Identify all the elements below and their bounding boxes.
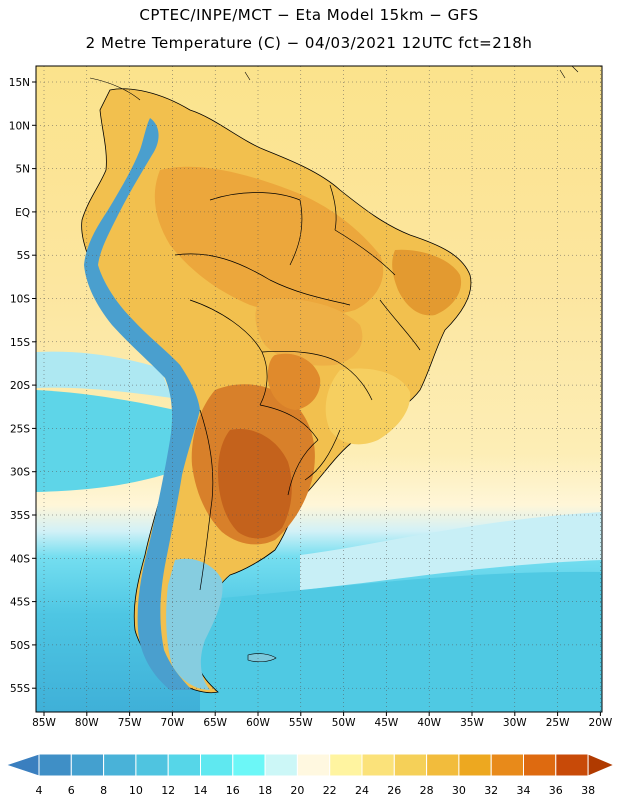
falkland-islands — [247, 653, 277, 663]
map-title-line1: CPTEC/INPE/MCT − Eta Model 15km − GFS — [139, 6, 479, 24]
colorbar-swatch — [426, 753, 460, 777]
colorbar-swatch — [296, 753, 331, 777]
lon-label: 80W — [75, 717, 99, 729]
lat-label: 50S — [10, 640, 30, 652]
colorbar-swatch — [38, 753, 72, 777]
caribbean-islands — [89, 66, 579, 101]
colorbar-swatch — [167, 753, 201, 777]
colorbar-label: 4 — [36, 784, 43, 797]
colorbar-swatch — [361, 753, 395, 777]
pacific-cool-water — [36, 390, 178, 492]
lon-label: 55W — [289, 717, 313, 729]
pacific-mild-water — [36, 351, 172, 398]
colorbar-swatch — [200, 753, 234, 777]
lon-label: 50W — [332, 717, 356, 729]
lon-label: 45W — [375, 717, 399, 729]
lat-label: 5S — [17, 250, 31, 262]
lat-label: 45S — [10, 597, 30, 609]
lat-label: EQ — [15, 207, 30, 219]
colorbar-label: 26 — [387, 784, 401, 797]
southeast-brazil-zone — [325, 368, 411, 445]
map-frame — [35, 65, 603, 713]
colorbar-swatch — [232, 753, 266, 777]
colorbar-swatch — [70, 753, 105, 777]
lat-label: 10N — [9, 120, 30, 132]
lat-label: 10S — [10, 294, 30, 306]
atlantic-cold-water — [200, 571, 602, 712]
colorbar-swatch — [264, 753, 298, 777]
colorbar-label: 18 — [258, 784, 272, 797]
lat-label: 5N — [15, 164, 30, 176]
colorbar-label: 22 — [323, 784, 337, 797]
lon-label: 30W — [503, 717, 527, 729]
colorbar-label: 6 — [68, 784, 75, 797]
colorbar-low-arrow — [4, 753, 40, 777]
colorbar-label: 34 — [517, 784, 531, 797]
lon-label: 60W — [246, 717, 270, 729]
northeast-hot-zone — [392, 249, 462, 316]
lon-label: 85W — [32, 717, 56, 729]
colorbar-label: 14 — [194, 784, 208, 797]
colorbar-high-arrow — [587, 753, 616, 777]
lat-label: 15N — [9, 77, 30, 89]
pampas-extreme-zone — [218, 429, 292, 539]
lon-label: 70W — [161, 717, 185, 729]
colorbar-swatch — [103, 753, 137, 777]
colorbar-label: 20 — [290, 784, 304, 797]
colorbar-swatch — [393, 753, 428, 777]
central-warm-zone — [255, 298, 363, 366]
map-title-line2: 2 Metre Temperature (C) − 04/03/2021 12U… — [85, 34, 533, 52]
colorbar-label: 32 — [484, 784, 498, 797]
lat-label: 20S — [10, 380, 30, 392]
andes-cold-strip — [84, 118, 200, 690]
colorbar-label: 8 — [100, 784, 107, 797]
colorbar-label: 10 — [129, 784, 143, 797]
patagonia-cool-zone — [166, 558, 223, 690]
colorbar-swatch — [135, 753, 169, 777]
lat-label: 35S — [10, 510, 30, 522]
lon-label: 40W — [417, 717, 441, 729]
colorbar-swatch — [555, 753, 589, 777]
lat-label: 25S — [10, 423, 30, 435]
pantanal-hot-zone — [267, 353, 321, 410]
colorbar-swatch — [523, 753, 557, 777]
colorbar-swatch — [458, 753, 492, 777]
colorbar-label: 28 — [420, 784, 434, 797]
lon-label: 25W — [546, 717, 570, 729]
lat-label: 30S — [10, 467, 30, 479]
colorbar-swatch — [490, 753, 525, 777]
amazon-warm-zone — [154, 166, 384, 316]
lon-label: 35W — [460, 717, 484, 729]
lon-label: 20W — [589, 717, 613, 729]
lat-label: 55S — [10, 683, 30, 695]
lat-label: 40S — [10, 553, 30, 565]
colorbar-label: 36 — [549, 784, 563, 797]
colorbar-swatch — [329, 753, 363, 777]
colorbar-label: 12 — [161, 784, 175, 797]
colorbar-label: 16 — [226, 784, 240, 797]
lon-label: 65W — [203, 717, 227, 729]
colorbar-label: 30 — [452, 784, 466, 797]
lat-label: 15S — [10, 337, 30, 349]
atlantic-mild-water — [300, 512, 602, 590]
lon-label: 75W — [118, 717, 142, 729]
colorbar-label: 24 — [355, 784, 369, 797]
colorbar-label: 38 — [581, 784, 595, 797]
